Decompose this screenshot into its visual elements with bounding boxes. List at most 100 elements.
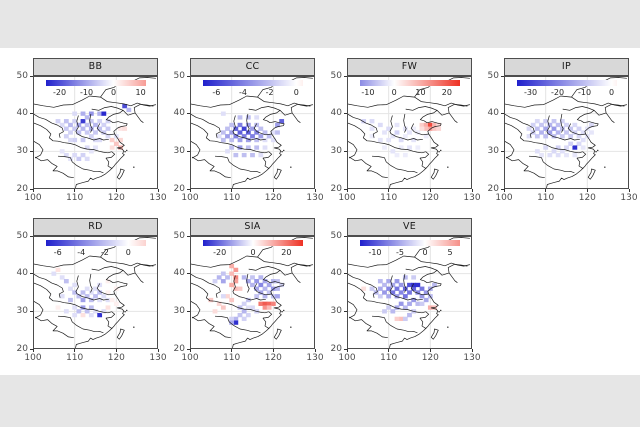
map-tile	[105, 305, 111, 310]
province-border	[414, 256, 470, 267]
y-axis-label: 20	[487, 183, 499, 194]
province-border	[32, 282, 59, 302]
colorbar-tick-label: -6	[212, 88, 220, 97]
map-tile	[543, 145, 549, 150]
map-tile	[526, 126, 532, 131]
map-tile	[72, 152, 78, 158]
map-tile	[225, 149, 230, 154]
map-tile	[394, 286, 400, 291]
map-tile	[266, 301, 272, 306]
map-tile	[93, 294, 98, 299]
taiwan-island	[273, 168, 282, 180]
map-tile	[72, 305, 78, 310]
map-tile	[270, 130, 276, 135]
colorbar-CC	[203, 80, 303, 86]
province-border	[346, 122, 373, 142]
map-tile	[105, 134, 111, 139]
map-tile	[436, 126, 442, 131]
map-tile	[559, 149, 565, 154]
map-tile	[84, 309, 90, 314]
x-axis-label: 100	[181, 193, 199, 203]
province-border	[76, 325, 104, 334]
colorbar-tick-label: 0	[250, 248, 255, 257]
map-tile	[63, 152, 69, 158]
x-axis-tick	[157, 189, 159, 192]
map-tile	[377, 137, 383, 143]
province-border	[189, 282, 216, 302]
map-tile	[80, 126, 86, 131]
map-tile	[258, 290, 264, 295]
province-border	[105, 157, 113, 169]
map-tile	[402, 286, 408, 291]
y-axis-label: 20	[16, 183, 28, 194]
map-tile	[411, 275, 417, 280]
province-border	[447, 263, 468, 273]
map-tile	[250, 134, 255, 139]
map-tile	[68, 297, 73, 303]
map-tile	[105, 126, 111, 131]
map-tile	[555, 122, 561, 128]
province-border	[105, 311, 116, 319]
province-border	[133, 263, 154, 273]
map-tile	[233, 134, 239, 139]
y-axis-label: 20	[173, 183, 185, 194]
map-tile	[394, 316, 400, 322]
small-island	[438, 311, 440, 313]
map-tile	[76, 156, 82, 162]
map-tile	[88, 119, 94, 124]
x-axis-label: 120	[578, 193, 596, 203]
map-tile	[68, 137, 73, 143]
map-tile	[84, 145, 90, 150]
province-border	[100, 256, 156, 267]
province-border	[419, 157, 427, 169]
map-tile	[229, 145, 235, 150]
map-tile	[369, 286, 375, 291]
map-tile	[233, 279, 239, 284]
colorbar-tick-label: 20	[442, 88, 452, 97]
province-border	[447, 103, 468, 113]
colorbar-tick-label: -10	[80, 88, 93, 97]
y-axis-label: 50	[16, 70, 28, 81]
map-tile	[361, 119, 367, 124]
map-tile	[109, 297, 115, 303]
panel-border	[347, 76, 472, 189]
map-tile	[262, 145, 268, 150]
facet-strip-CC: CC	[190, 58, 315, 76]
x-axis-tick	[32, 349, 34, 352]
map-tile	[237, 115, 243, 120]
x-axis-tick	[471, 349, 473, 352]
taiwan-island	[430, 168, 439, 180]
map-tile	[547, 122, 553, 128]
province-border	[546, 115, 550, 134]
colorbar-tick-label: -6	[54, 248, 62, 257]
map-tile	[377, 286, 383, 291]
coastline	[389, 269, 450, 348]
province-border	[388, 144, 426, 154]
province-border	[214, 140, 232, 145]
y-axis-label: 40	[16, 268, 28, 279]
map-tile	[258, 275, 264, 280]
colorbar-IP	[517, 80, 617, 86]
y-axis-label: 20	[173, 343, 185, 354]
map-tile	[233, 286, 239, 291]
y-axis-tick	[187, 310, 190, 312]
map-tile	[423, 134, 429, 139]
small-island	[283, 309, 285, 312]
map-tile	[245, 145, 251, 150]
map-tile	[432, 282, 437, 288]
map-tile	[225, 294, 230, 299]
y-axis-label: 50	[487, 70, 499, 81]
y-axis-label: 50	[330, 230, 342, 241]
x-axis-label: 110	[66, 353, 84, 363]
map-tile	[237, 312, 243, 318]
map-canvas-IP: -30 -20 -10 0	[503, 75, 630, 190]
map-tile	[382, 130, 387, 135]
map-tile	[63, 119, 69, 124]
map-tile	[68, 122, 73, 128]
colorbar-RD	[46, 240, 146, 246]
province-border	[32, 300, 44, 319]
province-border	[560, 113, 564, 133]
map-tile	[394, 152, 400, 158]
province-border	[414, 96, 470, 107]
